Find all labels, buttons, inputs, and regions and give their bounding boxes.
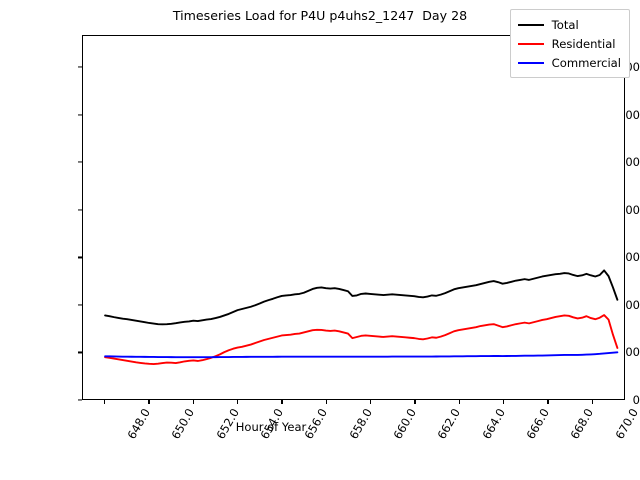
x-axis-label: Hour of Year <box>235 420 307 434</box>
x-tick-label: 664.0 <box>479 406 508 442</box>
x-tick-label: 662.0 <box>434 406 464 442</box>
x-tick-mark <box>104 400 106 404</box>
x-tick-label: 658.0 <box>346 406 375 442</box>
chart-title: Timeseries Load for P4U p4uhs2_1247 Day … <box>172 8 468 23</box>
x-tick-label: 670.0 <box>612 406 640 442</box>
legend-item: Residential <box>517 34 621 53</box>
x-tick-mark <box>458 400 460 404</box>
x-tick-mark <box>237 400 239 404</box>
x-tick-label: 660.0 <box>390 406 420 442</box>
plot-area <box>82 35 625 400</box>
plot-lines <box>104 269 619 365</box>
legend-label: Total <box>551 17 579 32</box>
x-tick-mark <box>591 400 593 404</box>
chart-legend: Total Residential Commercial <box>509 9 630 78</box>
legend-label: Residential <box>551 36 616 51</box>
series-line-residential <box>104 314 619 365</box>
x-tick-mark <box>503 400 505 404</box>
legend-color-swatch <box>517 23 544 26</box>
x-tick-mark <box>370 400 372 404</box>
x-tick-label: 668.0 <box>567 406 597 442</box>
legend-color-swatch <box>517 61 544 64</box>
legend-color-swatch <box>517 42 544 45</box>
legend-item: Commercial <box>517 53 621 72</box>
x-tick-label: 650.0 <box>168 406 198 442</box>
x-tick-label: 648.0 <box>124 406 154 442</box>
x-tick-label: 666.0 <box>523 406 553 442</box>
x-tick-mark <box>148 400 150 404</box>
series-line-total <box>104 269 619 326</box>
x-tick-mark <box>281 400 283 404</box>
series-line-commercial <box>104 351 619 359</box>
x-tick-mark <box>325 400 327 404</box>
legend-item: Total <box>517 15 621 34</box>
x-tick-mark <box>414 400 416 404</box>
legend-label: Commercial <box>551 55 621 70</box>
x-tick-mark <box>192 400 194 404</box>
x-tick-mark <box>547 400 549 404</box>
